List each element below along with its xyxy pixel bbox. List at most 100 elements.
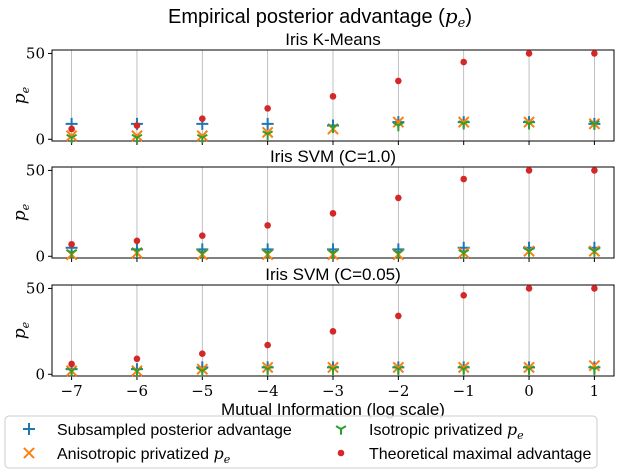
point-theoretical: [264, 341, 271, 349]
y-axis-label-subscript: e: [19, 86, 32, 93]
y-tick-label: 0: [35, 130, 45, 148]
point-theoretical: [199, 115, 206, 122]
point-anisotropic: [196, 130, 209, 142]
legend-item-isotropic: Isotropic privatized pe: [335, 420, 524, 442]
point-isotropic: [523, 120, 535, 130]
x-tick-label: −5: [191, 382, 213, 400]
point-theoretical: [460, 175, 467, 183]
point-anisotropic: [392, 116, 405, 128]
point-theoretical: [329, 93, 337, 100]
series-theoretical: [68, 50, 598, 133]
point-isotropic: [196, 133, 208, 144]
point-theoretical: [264, 222, 271, 229]
point-anisotropic: [457, 116, 470, 128]
panel-title: Iris K-Means: [285, 30, 380, 49]
legend-label-text: Theoretical maximal advantage: [369, 446, 591, 463]
point-theoretical: [525, 167, 533, 174]
point-theoretical: [460, 292, 467, 299]
x-tick-label: −3: [322, 382, 344, 400]
point-theoretical: [133, 355, 141, 363]
y-tick-label: 50: [26, 44, 45, 62]
point-theoretical: [68, 240, 75, 248]
series-isotropic: [66, 247, 600, 259]
figure-title-close: ): [465, 6, 472, 28]
point-isotropic: [196, 249, 208, 259]
legend-label: Isotropic privatized pe: [369, 420, 524, 442]
legend-label-text: Isotropic privatized: [369, 422, 507, 439]
point-theoretical: [68, 360, 75, 368]
y-axis-label-symbol: p: [10, 210, 30, 221]
x-tick-label: −4: [257, 382, 279, 400]
point-anisotropic: [261, 361, 274, 374]
x-tick-label: −2: [387, 382, 409, 400]
point-isotropic: [66, 367, 78, 377]
y-axis-label: pe: [10, 203, 32, 221]
point-theoretical: [591, 50, 598, 57]
legend-label-subscript: e: [224, 453, 231, 466]
figure-title-text: Empirical posterior advantage (: [168, 6, 445, 28]
point-isotropic: [392, 365, 404, 375]
y-tick-label: 50: [26, 279, 45, 297]
point-isotropic: [131, 247, 143, 257]
figure-title-symbol: p: [445, 4, 458, 28]
point-isotropic: [458, 120, 470, 130]
point-theoretical: [525, 50, 533, 57]
point-theoretical: [264, 105, 271, 112]
legend-label: Theoretical maximal advantage: [369, 446, 591, 463]
point-anisotropic: [523, 116, 535, 128]
point-anisotropic: [523, 361, 535, 374]
point-isotropic: [523, 247, 535, 257]
point-theoretical: [199, 232, 206, 239]
legend-label-symbol: p: [507, 420, 517, 439]
legend-label-text: Subsampled posterior advantage: [57, 422, 292, 439]
figure-title: Empirical posterior advantage (pe): [168, 4, 472, 31]
point-isotropic: [458, 249, 470, 259]
point-isotropic: [262, 249, 274, 259]
point-isotropic: [588, 247, 600, 257]
point-theoretical: [395, 77, 402, 85]
point-theoretical: [591, 167, 598, 174]
point-isotropic: [262, 365, 274, 375]
point-isotropic: [262, 130, 274, 140]
point-anisotropic: [196, 363, 209, 375]
figure-title-subscript: e: [458, 16, 466, 31]
point-isotropic: [196, 367, 208, 377]
y-axis-label: pe: [10, 321, 32, 339]
point-theoretical: [525, 285, 533, 292]
point-isotropic: [66, 249, 78, 259]
legend-label: Anisotropic privatized pe: [57, 444, 231, 466]
series-theoretical: [68, 285, 598, 368]
point-theoretical: [133, 237, 141, 245]
y-axis-label-subscript: e: [19, 203, 32, 210]
legend: Subsampled posterior advantage Isotropic …: [4, 415, 598, 469]
x-tick-label: 1: [590, 382, 600, 400]
y-axis-label-symbol: p: [10, 328, 30, 339]
point-isotropic: [588, 365, 600, 375]
point-theoretical: [329, 210, 337, 217]
point-subsampled: [261, 117, 274, 130]
x-tick-label: −6: [126, 382, 148, 400]
point-isotropic: [458, 365, 470, 375]
point-theoretical: [133, 122, 141, 129]
legend-label: Subsampled posterior advantage: [57, 422, 292, 439]
legend-marker-isotropic: [335, 425, 347, 435]
legend-item-anisotropic: Anisotropic privatized pe: [23, 444, 231, 466]
legend-label-text: Anisotropic privatized: [57, 446, 214, 463]
legend-marker-anisotropic: [23, 447, 35, 459]
chart-panel-1: Iris K-Means 0 50 pe: [10, 30, 615, 148]
point-theoretical: [329, 328, 337, 335]
point-anisotropic: [131, 130, 143, 142]
point-anisotropic: [261, 126, 274, 139]
point-theoretical: [199, 350, 206, 357]
series-isotropic: [66, 120, 600, 144]
point-theoretical: [460, 58, 467, 66]
series-isotropic: [66, 365, 600, 377]
series-theoretical: [68, 167, 598, 248]
legend-marker-subsampled: [23, 423, 35, 435]
series-anisotropic: [65, 359, 601, 377]
point-theoretical: [395, 194, 402, 202]
chart-panel-2: Iris SVM (C=1.0) 0 50 pe: [10, 147, 615, 265]
panel-title: Iris SVM (C=0.05): [265, 265, 401, 284]
y-axis-label-symbol: p: [10, 93, 30, 104]
